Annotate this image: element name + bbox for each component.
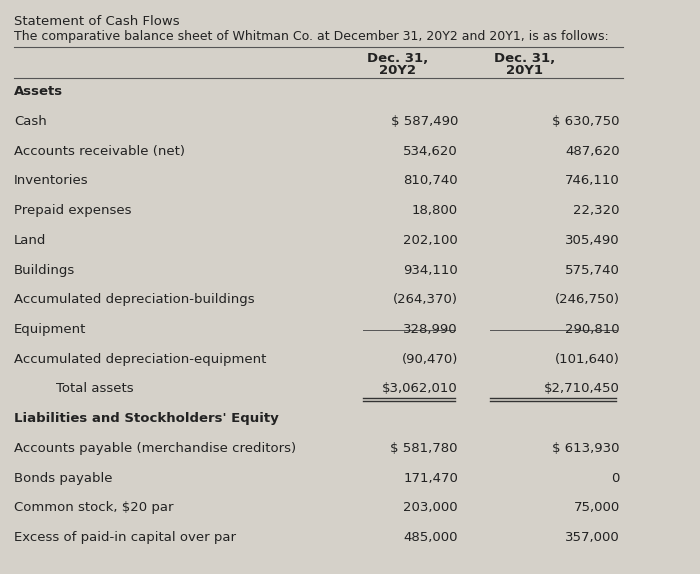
Text: Equipment: Equipment <box>14 323 86 336</box>
Text: 22,320: 22,320 <box>573 204 620 217</box>
Text: Excess of paid-in capital over par: Excess of paid-in capital over par <box>14 531 236 544</box>
Text: 810,740: 810,740 <box>403 174 458 188</box>
Text: 290,810: 290,810 <box>565 323 620 336</box>
Text: 575,740: 575,740 <box>565 263 620 277</box>
Text: 203,000: 203,000 <box>403 501 458 514</box>
Text: $ 587,490: $ 587,490 <box>391 115 458 128</box>
Text: 357,000: 357,000 <box>565 531 620 544</box>
Text: Dec. 31,: Dec. 31, <box>494 52 555 65</box>
Text: 305,490: 305,490 <box>565 234 620 247</box>
Text: 75,000: 75,000 <box>573 501 620 514</box>
Text: The comparative balance sheet of Whitman Co. at December 31, 20Y2 and 20Y1, is a: The comparative balance sheet of Whitman… <box>14 30 609 43</box>
Text: Accumulated depreciation-buildings: Accumulated depreciation-buildings <box>14 293 255 307</box>
Text: 0: 0 <box>611 471 620 484</box>
Text: 934,110: 934,110 <box>403 263 458 277</box>
Text: 746,110: 746,110 <box>565 174 620 188</box>
Text: Cash: Cash <box>14 115 47 128</box>
Text: $2,710,450: $2,710,450 <box>544 382 620 395</box>
Text: Land: Land <box>14 234 46 247</box>
Text: 534,620: 534,620 <box>403 145 458 158</box>
Text: $3,062,010: $3,062,010 <box>382 382 458 395</box>
Text: Accounts receivable (net): Accounts receivable (net) <box>14 145 185 158</box>
Text: Buildings: Buildings <box>14 263 76 277</box>
Text: $ 630,750: $ 630,750 <box>552 115 620 128</box>
Text: 171,470: 171,470 <box>403 471 458 484</box>
Text: (264,370): (264,370) <box>393 293 458 307</box>
Text: Assets: Assets <box>14 86 63 98</box>
Text: 20Y1: 20Y1 <box>506 64 543 77</box>
Text: $ 581,780: $ 581,780 <box>391 442 458 455</box>
Text: Dec. 31,: Dec. 31, <box>367 52 428 65</box>
Text: (246,750): (246,750) <box>554 293 620 307</box>
Text: 485,000: 485,000 <box>403 531 458 544</box>
Text: Total assets: Total assets <box>39 382 134 395</box>
Text: 487,620: 487,620 <box>565 145 620 158</box>
Text: (101,640): (101,640) <box>555 352 620 366</box>
Text: Common stock, $20 par: Common stock, $20 par <box>14 501 174 514</box>
Text: Prepaid expenses: Prepaid expenses <box>14 204 132 217</box>
Text: (90,470): (90,470) <box>402 352 458 366</box>
Text: 328,990: 328,990 <box>403 323 458 336</box>
Text: Inventories: Inventories <box>14 174 89 188</box>
Text: Liabilities and Stockholders' Equity: Liabilities and Stockholders' Equity <box>14 412 279 425</box>
Text: Statement of Cash Flows: Statement of Cash Flows <box>14 14 180 28</box>
Text: Bonds payable: Bonds payable <box>14 471 113 484</box>
Text: Accounts payable (merchandise creditors): Accounts payable (merchandise creditors) <box>14 442 296 455</box>
Text: Accumulated depreciation-equipment: Accumulated depreciation-equipment <box>14 352 267 366</box>
Text: $ 613,930: $ 613,930 <box>552 442 620 455</box>
Text: 202,100: 202,100 <box>403 234 458 247</box>
Text: 18,800: 18,800 <box>412 204 458 217</box>
Text: 20Y2: 20Y2 <box>379 64 416 77</box>
